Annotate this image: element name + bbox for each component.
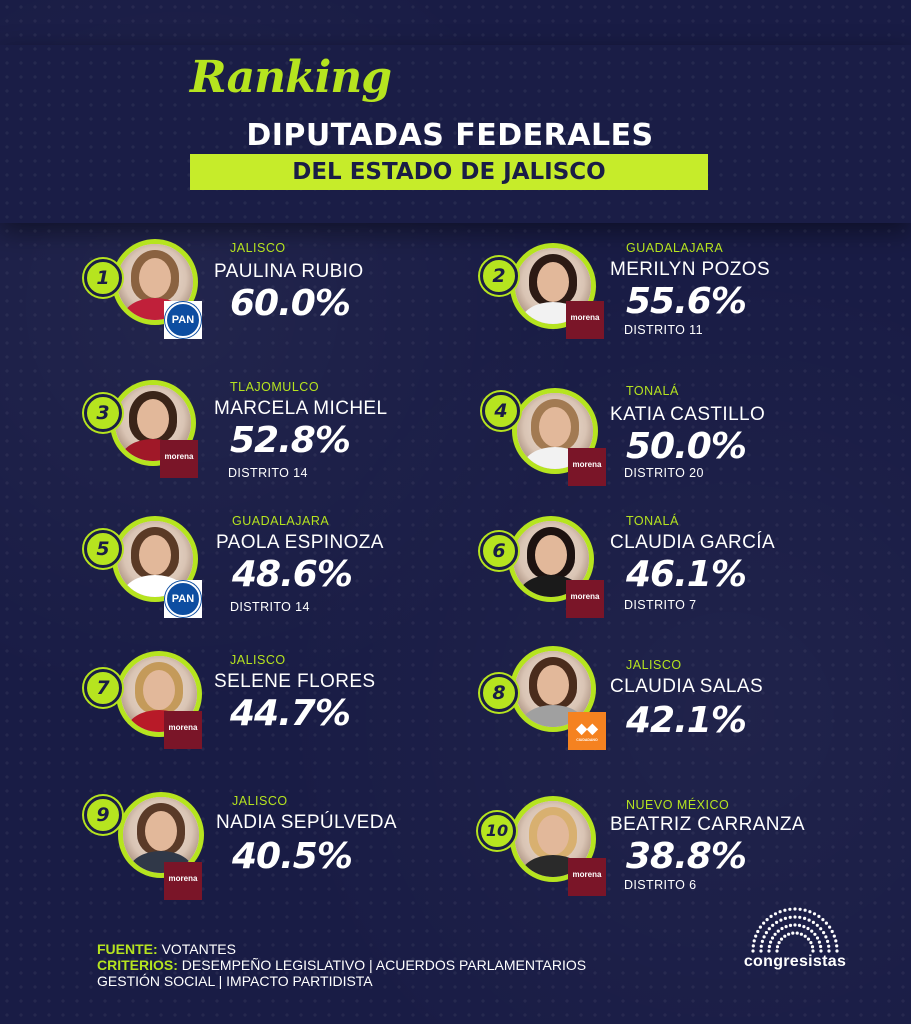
rank-badge: 9 [84, 796, 122, 834]
candidate-name: MERILYN POZOS [610, 259, 771, 280]
pan-logo-icon: PAN [164, 301, 202, 339]
candidate-name: MARCELA MICHEL [214, 398, 388, 419]
criterios-value: DESEMPEÑO LEGISLATIVO | ACUERDOS PARLAME… [181, 957, 587, 973]
pan-logo-icon: PAN [164, 580, 202, 618]
congresistas-logo: congresistas [735, 905, 855, 975]
candidate-name: CLAUDIA GARCÍA [610, 532, 776, 553]
candidate-percentage: 50.0% [626, 426, 747, 467]
main-title: DIPUTADAS FEDERALES [246, 118, 654, 153]
candidate-city: NUEVO MÉXICO [626, 798, 730, 812]
candidate-city: TLAJOMULCO [230, 380, 320, 394]
rank-badge: 8 [480, 674, 518, 712]
morena-logo-icon: morena [160, 440, 198, 478]
candidate-percentage: 48.6% [232, 554, 353, 595]
ranking-card-8: 8 ◆◆ CIUDADANO JALISCO CLAUDIA SALAS 42.1% [478, 640, 878, 750]
rank-badge: 1 [84, 259, 122, 297]
rank-badge: 10 [478, 812, 516, 850]
morena-logo-icon: morena [164, 862, 202, 900]
candidate-name: PAULINA RUBIO [214, 261, 364, 282]
ranking-card-4: 4 morena TONALÁ KATIA CASTILLO 50.0% DISTRIT… [478, 380, 878, 490]
rank-badge: 4 [482, 392, 520, 430]
ranking-script-title: Ranking [190, 52, 392, 103]
candidate-name: SELENE FLORES [214, 671, 376, 692]
candidate-city: JALISCO [230, 653, 286, 667]
ranking-card-10: 10 morena NUEVO MÉXICO BEATRIZ CARRANZA 38.… [478, 790, 878, 900]
candidate-photo [118, 792, 204, 878]
candidate-city: TONALÁ [626, 384, 679, 398]
rank-badge: 6 [480, 532, 518, 570]
candidate-percentage: 52.8% [230, 420, 351, 461]
rank-badge: 5 [84, 530, 122, 568]
arc-dots-icon [751, 907, 839, 953]
candidate-percentage: 60.0% [230, 283, 351, 324]
morena-logo-icon: morena [164, 711, 202, 749]
candidate-city: JALISCO [230, 241, 286, 255]
candidate-percentage: 44.7% [230, 693, 351, 734]
candidate-name: PAOLA ESPINOZA [216, 532, 384, 553]
candidate-percentage: 46.1% [626, 554, 747, 595]
candidate-district: DISTRITO 14 [230, 600, 310, 614]
candidate-percentage: 42.1% [626, 700, 747, 741]
rank-badge: 3 [84, 394, 122, 432]
candidate-district: DISTRITO 11 [624, 323, 703, 337]
candidate-name: BEATRIZ CARRANZA [610, 814, 806, 835]
ranking-card-9: 9 morena JALISCO NADIA SEPÚLVEDA 40.5% [80, 786, 480, 900]
criterios-label: CRITERIOS: [97, 957, 178, 973]
candidate-city: JALISCO [232, 794, 288, 808]
candidate-city: GUADALAJARA [232, 514, 330, 528]
ranking-card-5: 5 PAN GUADALAJARA PAOLA ESPINOZA 48.6% DISTRI… [80, 508, 480, 618]
ranking-card-2: 2 morena GUADALAJARA MERILYN POZOS 55.6% DIS… [478, 235, 878, 345]
footer: FUENTE: VOTANTES CRITERIOS: DESEMPEÑO LE… [97, 941, 586, 989]
candidate-photo [510, 646, 596, 732]
candidate-city: TONALÁ [626, 514, 679, 528]
footer-fuente: FUENTE: VOTANTES [97, 941, 586, 957]
sub-title-banner: DEL ESTADO DE JALISCO [190, 154, 708, 190]
morena-logo-icon: morena [566, 580, 604, 618]
ranking-card-6: 6 morena TONALÁ CLAUDIA GARCÍA 46.1% DISTRIT… [478, 510, 878, 620]
ranking-card-7: 7 morena JALISCO SELENE FLORES 44.7% [80, 645, 480, 755]
candidate-percentage: 40.5% [232, 836, 353, 877]
rank-badge: 7 [84, 669, 122, 707]
candidate-name: NADIA SEPÚLVEDA [216, 812, 397, 833]
morena-logo-icon: morena [568, 858, 606, 896]
candidate-district: DISTRITO 7 [624, 598, 697, 612]
candidate-city: JALISCO [626, 658, 682, 672]
candidate-district: DISTRITO 20 [624, 466, 704, 480]
candidate-district: DISTRITO 14 [228, 466, 308, 480]
movimiento-ciudadano-logo-icon: ◆◆ CIUDADANO [568, 712, 606, 750]
candidate-name: CLAUDIA SALAS [610, 676, 764, 697]
candidate-city: GUADALAJARA [626, 241, 724, 255]
rank-badge: 2 [480, 257, 518, 295]
footer-criterios: CRITERIOS: DESEMPEÑO LEGISLATIVO | ACUER… [97, 957, 586, 973]
morena-logo-icon: morena [566, 301, 604, 339]
candidate-district: DISTRITO 6 [624, 878, 697, 892]
fuente-value: VOTANTES [161, 941, 236, 957]
candidate-name: KATIA CASTILLO [610, 404, 766, 425]
header-band [0, 45, 911, 223]
criterios-line2: GESTIÓN SOCIAL | IMPACTO PARTIDISTA [97, 973, 373, 989]
ranking-card-1: 1 PAN JALISCO PAULINA RUBIO 60.0% [80, 235, 480, 345]
brand-name: congresistas [743, 953, 847, 970]
candidate-percentage: 38.8% [626, 836, 747, 877]
candidate-photo [512, 388, 598, 474]
fuente-label: FUENTE: [97, 941, 158, 957]
ranking-card-3: 3 morena TLAJOMULCO MARCELA MICHEL 52.8% DIS… [80, 372, 480, 482]
morena-logo-icon: morena [568, 448, 606, 486]
candidate-percentage: 55.6% [626, 281, 747, 322]
